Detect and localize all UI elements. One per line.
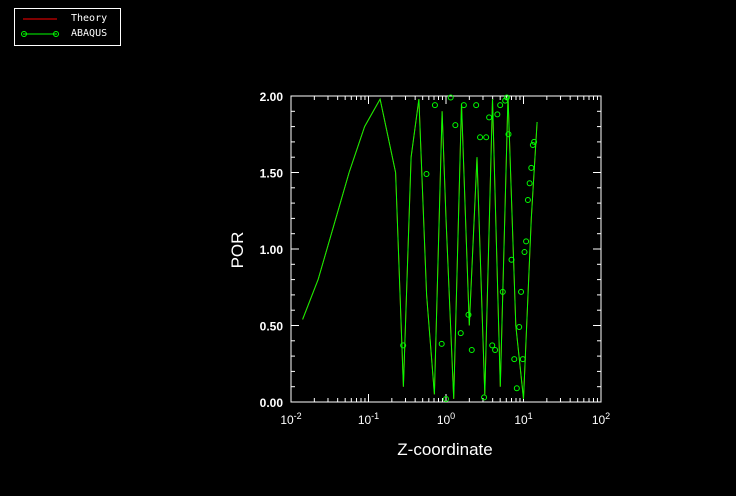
data-point-abaqus — [497, 102, 504, 109]
data-point-abaqus — [483, 134, 490, 141]
y-axis-label: POR — [228, 232, 247, 269]
data-point-abaqus — [521, 249, 528, 256]
data-point-abaqus — [513, 385, 520, 392]
chart-legend: Theory ABAQUS — [14, 8, 121, 46]
data-point-abaqus — [452, 122, 459, 129]
data-point-abaqus — [494, 111, 501, 118]
data-point-abaqus — [468, 346, 475, 353]
y-tick-label: 2.00 — [260, 90, 284, 104]
data-point-abaqus — [473, 102, 480, 109]
plot-area-border — [290, 95, 602, 403]
data-point-abaqus — [447, 94, 454, 101]
data-point-abaqus — [465, 311, 472, 318]
data-point-abaqus — [524, 197, 531, 204]
y-tick-label: 1.00 — [260, 243, 284, 257]
y-tick-label: 0.50 — [260, 320, 284, 334]
theory-line-swatch-icon — [23, 18, 57, 20]
data-point-abaqus — [457, 330, 464, 337]
x-tick-label: 100 — [437, 411, 455, 427]
data-point-abaqus — [529, 141, 536, 148]
y-axis-ticks: 0.00 0.50 1.00 1.50 2.00 — [260, 90, 601, 410]
data-point-abaqus — [523, 238, 530, 245]
data-point-abaqus — [431, 102, 438, 109]
data-point-abaqus — [499, 288, 506, 295]
legend-item-abaqus: ABAQUS — [15, 27, 120, 41]
data-point-abaqus — [477, 134, 484, 141]
data-point-abaqus — [489, 342, 496, 349]
series-layer — [302, 94, 538, 402]
abaqus-line-swatch-icon — [21, 31, 59, 37]
data-point-abaqus — [516, 324, 523, 331]
data-point-abaqus — [400, 342, 407, 349]
series-line-abaqus — [302, 95, 538, 399]
legend-label-abaqus: ABAQUS — [71, 28, 108, 39]
x-tick-label: 10-2 — [280, 411, 301, 427]
legend-label-theory: Theory — [71, 13, 108, 24]
data-point-abaqus — [511, 356, 518, 363]
series-line-theory — [302, 95, 538, 399]
data-point-abaqus — [528, 164, 535, 171]
data-point-abaqus — [423, 171, 430, 178]
plot-frame — [290, 95, 602, 403]
data-point-abaqus — [531, 138, 538, 145]
data-point-abaqus — [518, 288, 525, 295]
x-tick-label: 102 — [592, 411, 610, 427]
x-axis-label: Z-coordinate — [397, 440, 492, 459]
data-point-abaqus — [438, 340, 445, 347]
data-point-abaqus — [526, 180, 533, 187]
data-point-abaqus — [481, 394, 488, 401]
x-axis-ticks: 10-2 10-1 100 101 102 — [280, 96, 610, 427]
data-point-abaqus — [508, 256, 515, 263]
legend-item-theory: Theory — [15, 12, 120, 26]
data-point-abaqus — [492, 346, 499, 353]
data-point-abaqus — [505, 131, 512, 138]
x-tick-label: 10-1 — [358, 411, 379, 427]
x-tick-label: 101 — [514, 411, 532, 427]
data-point-abaqus — [502, 97, 509, 104]
data-point-abaqus — [503, 94, 510, 101]
data-point-abaqus — [460, 102, 467, 109]
data-point-abaqus — [486, 114, 493, 121]
data-point-abaqus — [443, 395, 449, 402]
data-point-abaqus — [519, 356, 526, 363]
y-tick-label: 1.50 — [260, 167, 284, 181]
y-tick-label: 0.00 — [260, 396, 284, 410]
